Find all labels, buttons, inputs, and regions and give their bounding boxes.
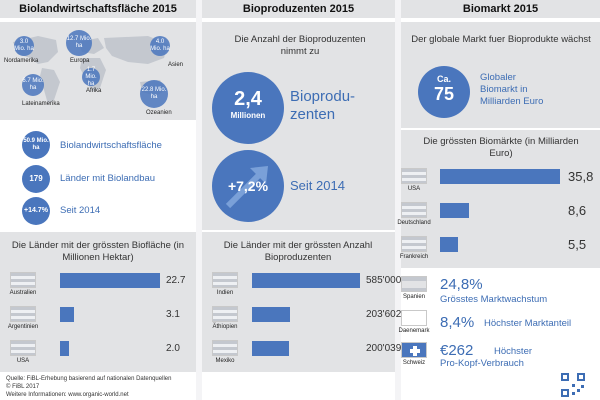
producers-growth-circle: +7,2% <box>212 150 284 222</box>
region-bubble-europa: 12.7 Mio. ha <box>66 30 92 56</box>
country-label-australien: Australien <box>9 290 37 296</box>
country-label-indien: Indien <box>216 290 234 296</box>
header-bioproduzenten: Bioproduzenten 2015 <box>202 0 395 18</box>
bar-value-usa: 2.0 <box>166 343 180 354</box>
bar-value-deutschland: 8,6 <box>568 203 587 218</box>
header-biomarkt: Biomarkt 2015 <box>401 0 600 18</box>
stat-badge-flaeche: 50.9 Mio. ha <box>22 131 50 159</box>
country-label-deutschland: Deutschland <box>397 220 431 226</box>
region-label-europa: Europa <box>70 58 90 64</box>
footer-copyright: © FiBL 2017 <box>6 384 40 390</box>
country-label-spanien: Spanien <box>402 294 426 300</box>
producers-label-1: Bioprodu- <box>290 88 356 105</box>
bar-value-argentinien: 3.1 <box>166 309 180 320</box>
flag-indien-icon <box>212 272 238 288</box>
region-bubble-lateinamerika: 6.7 Mio. ha <box>22 74 44 96</box>
country-label-argentinien: Argentinien <box>7 324 39 330</box>
country-label-äthiopien: Äthiopien <box>212 324 238 330</box>
producers-growth-value: +7,2% <box>227 178 269 194</box>
chart-title-produzenten: Die Länder mit der grössten Anzahl Biopr… <box>223 240 373 263</box>
market-label-1: Globaler <box>480 72 516 83</box>
share-label: Höchster Marktanteil <box>484 318 572 329</box>
qr-code-icon[interactable] <box>560 372 586 398</box>
market-label-3: Milliarden Euro <box>480 96 544 107</box>
country-label-frankreich: Frankreich <box>399 254 429 260</box>
bar-value-usa: 35,8 <box>568 169 594 184</box>
biggest-markets-panel <box>401 130 600 268</box>
stat-badge-wachstum: +14.7% <box>22 197 50 225</box>
flag-denmark-icon <box>401 310 427 326</box>
bar-frankreich <box>440 237 459 252</box>
flag-switzerland-icon <box>401 342 427 358</box>
flag-äthiopien-icon <box>212 306 238 322</box>
footer-link[interactable]: Weitere Informationen: www.organic-world… <box>6 392 129 398</box>
column-separator <box>196 0 202 400</box>
market-label-2: Biomarkt in <box>480 84 528 95</box>
producers-circle: 2,4 Millionen <box>212 72 284 144</box>
flag-spain-icon <box>401 276 427 292</box>
country-label-mexiko: Mexiko <box>215 358 235 364</box>
flag-argentinien-icon <box>10 306 36 322</box>
header-biolandwirtschaft: Biolandwirtschaftsfläche 2015 <box>0 0 196 18</box>
flag-deutschland-icon <box>401 202 427 218</box>
growth-label: Grösstes Marktwachstum <box>440 294 548 305</box>
footer-source: Quelle: FiBL-Erhebung basierend auf nati… <box>6 376 172 382</box>
region-label-afrika: Afrika <box>86 88 102 94</box>
chart-title-biofläche: Die Länder mit der grössten Biofläche (i… <box>11 240 185 263</box>
column-separator <box>395 0 401 400</box>
flag-frankreich-icon <box>401 236 427 252</box>
market-circle: Ca. 75 <box>418 66 470 118</box>
producers-label-2: zenten <box>290 106 336 123</box>
producers-value: 2,4 <box>234 88 262 110</box>
stat-label-flaeche: Biolandwirtschaftsfläche <box>60 140 162 151</box>
share-value: 8,4% <box>440 314 475 331</box>
market-circle-value: 75 <box>433 84 455 104</box>
bar-mexiko <box>252 341 289 356</box>
region-label-lateinamerika: Lateinamerika <box>22 101 60 107</box>
percap-label-2: Pro-Kopf-Verbrauch <box>440 358 524 369</box>
producers-growth-label: Seit 2014 <box>290 178 345 193</box>
flag-usa-icon <box>10 340 36 356</box>
producers-unit: Millionen <box>230 111 266 120</box>
region-label-ozeanien: Ozeanien <box>146 110 172 116</box>
bar-indien <box>252 273 360 288</box>
bar-usa <box>60 341 69 356</box>
region-bubble-afrika: 1.7 Mio. ha <box>82 67 100 87</box>
flag-mexiko-icon <box>212 340 238 356</box>
bar-australien <box>60 273 160 288</box>
arrow-up-icon <box>225 166 268 209</box>
chart-title-markets: Die grössten Biomärkte (in Milliarden Eu… <box>423 136 579 159</box>
country-label-daenemark: Daenemark <box>398 328 430 334</box>
country-label-schweiz: Schweiz <box>402 360 426 366</box>
region-bubble-asien: 4.0 Mio. ha <box>150 36 170 56</box>
percap-value: €262 <box>440 342 474 359</box>
stat-badge-laender: 179 <box>22 165 50 193</box>
region-label-nordamerika: Nordamerika <box>4 58 39 64</box>
bar-argentinien <box>60 307 74 322</box>
stat-label-wachstum: Seit 2014 <box>60 205 101 216</box>
flag-usa-icon <box>401 168 427 184</box>
market-circle-top: Ca. <box>436 74 451 84</box>
flag-australien-icon <box>10 272 36 288</box>
region-bubble-nordamerika: 3.0 Mio. ha <box>14 36 34 56</box>
growth-value: 24,8% <box>440 276 483 293</box>
country-label-usa: USA <box>16 358 30 364</box>
market-intro: Der globale Markt fuer Bioprodukte wächs… <box>411 34 591 45</box>
percap-label-1: Höchster <box>494 346 533 357</box>
country-label-usa: USA <box>407 186 421 192</box>
region-label-asien: Asien <box>168 62 184 68</box>
bar-value-mexiko: 200'039 <box>366 343 402 354</box>
producers-intro: Die Anzahl der Bioproduzenten nimmt zu <box>234 34 366 57</box>
bar-value-australien: 22.7 <box>166 275 186 286</box>
stat-label-laender: Länder mit Biolandbau <box>60 173 156 184</box>
bar-value-äthiopien: 203'602 <box>366 309 402 320</box>
bar-deutschland <box>440 203 469 218</box>
bar-usa <box>440 169 560 184</box>
bar-äthiopien <box>252 307 290 322</box>
bar-value-indien: 585'000 <box>366 275 402 286</box>
bar-value-frankreich: 5,5 <box>568 237 587 252</box>
region-bubble-ozeanien: 22.8 Mio. ha <box>140 80 168 108</box>
